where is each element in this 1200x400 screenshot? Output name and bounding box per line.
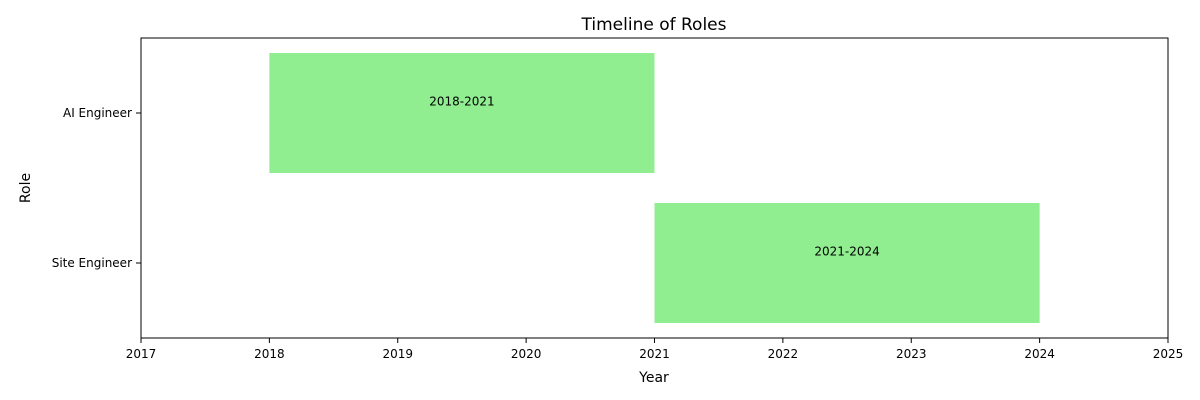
plot-area: 2018-2021 2021-2024 2017 2018 2019 2020 2021 20… xyxy=(52,37,1184,361)
x-tick-label: 2020 xyxy=(511,347,542,361)
x-tick-label: 2025 xyxy=(1153,347,1184,361)
bar-label: 2021-2024 xyxy=(814,245,879,259)
x-tick-label: 2019 xyxy=(382,347,413,361)
chart-title: Timeline of Roles xyxy=(581,15,727,35)
bar-ai-engineer xyxy=(269,53,655,173)
x-tick-label: 2023 xyxy=(896,347,927,361)
x-tick-label: 2024 xyxy=(1024,347,1055,361)
y-tick-label: Site Engineer xyxy=(52,256,132,270)
bar-label: 2018-2021 xyxy=(429,95,494,109)
x-tick-label: 2017 xyxy=(126,347,157,361)
x-tick-label: 2018 xyxy=(254,347,285,361)
bar-site-engineer xyxy=(654,203,1040,323)
x-tick-label: 2021 xyxy=(639,347,670,361)
y-tick-label: AI Engineer xyxy=(63,106,132,120)
x-tick-label: 2022 xyxy=(768,347,799,361)
x-axis-title: Year xyxy=(638,370,669,386)
y-axis-title: Role xyxy=(18,173,34,203)
